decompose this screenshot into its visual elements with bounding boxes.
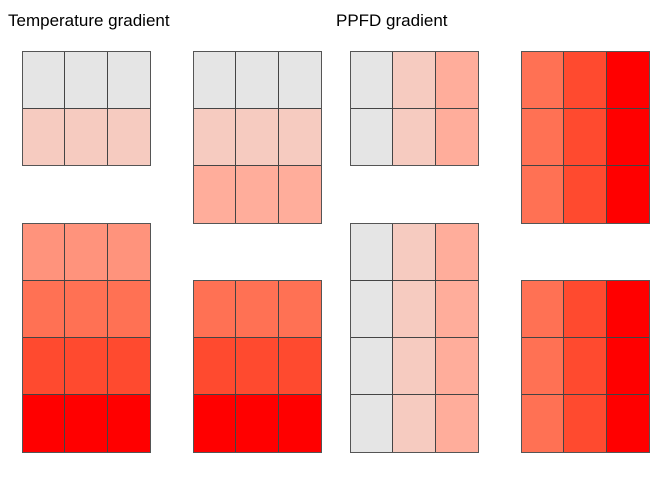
grid-cell [522, 166, 565, 223]
grid-cell [194, 166, 237, 223]
grid-cell [564, 395, 607, 452]
temperature-grid-1 [22, 51, 151, 166]
grid-cell [23, 52, 66, 109]
grid-cell [351, 281, 394, 338]
grid-cell [606, 395, 649, 452]
grid-cell [107, 108, 150, 165]
grid-cell [194, 281, 237, 338]
ppfd-grid-2 [521, 51, 650, 224]
grid-cell [393, 52, 436, 109]
grid-cell [351, 395, 394, 452]
grid-cell [522, 395, 565, 452]
ppfd-grid-4 [521, 280, 650, 453]
grid-cell [606, 52, 649, 109]
grid-cell [564, 166, 607, 223]
grid-cell [522, 281, 565, 338]
grid-cell [564, 338, 607, 395]
grid-cell [107, 395, 150, 452]
grid-cell [107, 338, 150, 395]
grid-cell [278, 52, 321, 109]
grid-cell [393, 395, 436, 452]
ppfd-grid-3 [350, 223, 479, 453]
grid-cell [65, 108, 108, 165]
temperature-grid-2 [193, 51, 322, 224]
grid-cell [236, 281, 279, 338]
grid-cell [435, 108, 478, 165]
grid-cell [236, 338, 279, 395]
grid-cell [107, 224, 150, 281]
grid-cell [107, 52, 150, 109]
grid-cell [236, 395, 279, 452]
grid-cell [236, 166, 279, 223]
grid-cell [435, 395, 478, 452]
grid-cell [278, 395, 321, 452]
temperature-grid-3 [22, 223, 151, 453]
grid-cell [23, 281, 66, 338]
grid-cell [278, 109, 321, 166]
grid-cell [23, 338, 66, 395]
ppfd-grid-1 [350, 51, 479, 166]
grid-cell [194, 338, 237, 395]
grid-cell [65, 395, 108, 452]
grid-cell [435, 338, 478, 395]
grid-cell [564, 52, 607, 109]
grid-cell [435, 52, 478, 109]
grid-cell [194, 109, 237, 166]
grid-cell [236, 109, 279, 166]
grid-cell [435, 224, 478, 281]
grid-cell [23, 395, 66, 452]
grid-cell [351, 52, 394, 109]
grid-cell [278, 281, 321, 338]
grid-cell [278, 166, 321, 223]
grid-cell [393, 338, 436, 395]
grid-cell [606, 166, 649, 223]
grid-cell [435, 281, 478, 338]
temperature-grid-4 [193, 280, 322, 453]
temperature-gradient-title: Temperature gradient [8, 11, 170, 30]
ppfd-gradient-title: PPFD gradient [336, 11, 448, 30]
grid-cell [236, 52, 279, 109]
grid-cell [65, 338, 108, 395]
grid-cell [606, 109, 649, 166]
grid-cell [65, 52, 108, 109]
grid-cell [522, 338, 565, 395]
grid-cell [278, 338, 321, 395]
grid-cell [65, 224, 108, 281]
grid-cell [351, 338, 394, 395]
grid-cell [564, 281, 607, 338]
grid-cell [23, 224, 66, 281]
grid-cell [194, 52, 237, 109]
grid-cell [522, 109, 565, 166]
grid-cell [522, 52, 565, 109]
grid-cell [606, 338, 649, 395]
grid-cell [351, 108, 394, 165]
grid-cell [65, 281, 108, 338]
grid-cell [107, 281, 150, 338]
grid-cell [393, 224, 436, 281]
grid-cell [393, 108, 436, 165]
grid-cell [393, 281, 436, 338]
grid-cell [194, 395, 237, 452]
grid-cell [23, 108, 66, 165]
grid-cell [606, 281, 649, 338]
grid-cell [351, 224, 394, 281]
grid-cell [564, 109, 607, 166]
